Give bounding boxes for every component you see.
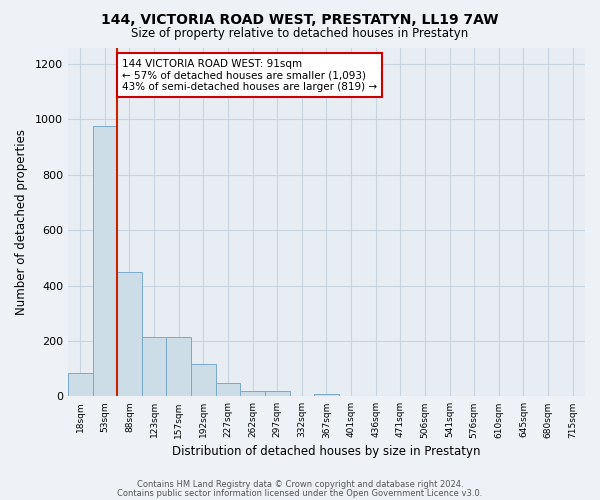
Text: Contains public sector information licensed under the Open Government Licence v3: Contains public sector information licen… bbox=[118, 488, 482, 498]
X-axis label: Distribution of detached houses by size in Prestatyn: Distribution of detached houses by size … bbox=[172, 444, 481, 458]
Text: Size of property relative to detached houses in Prestatyn: Size of property relative to detached ho… bbox=[131, 28, 469, 40]
Text: Contains HM Land Registry data © Crown copyright and database right 2024.: Contains HM Land Registry data © Crown c… bbox=[137, 480, 463, 489]
Bar bbox=[215, 383, 240, 396]
Bar bbox=[265, 391, 290, 396]
Bar bbox=[117, 272, 142, 396]
Bar bbox=[166, 337, 191, 396]
Bar bbox=[240, 391, 265, 396]
Bar bbox=[68, 373, 92, 396]
Bar bbox=[314, 394, 339, 396]
Y-axis label: Number of detached properties: Number of detached properties bbox=[15, 129, 28, 315]
Bar bbox=[142, 337, 166, 396]
Bar bbox=[92, 126, 117, 396]
Text: 144 VICTORIA ROAD WEST: 91sqm
← 57% of detached houses are smaller (1,093)
43% o: 144 VICTORIA ROAD WEST: 91sqm ← 57% of d… bbox=[122, 58, 377, 92]
Bar bbox=[191, 364, 215, 396]
Text: 144, VICTORIA ROAD WEST, PRESTATYN, LL19 7AW: 144, VICTORIA ROAD WEST, PRESTATYN, LL19… bbox=[101, 12, 499, 26]
